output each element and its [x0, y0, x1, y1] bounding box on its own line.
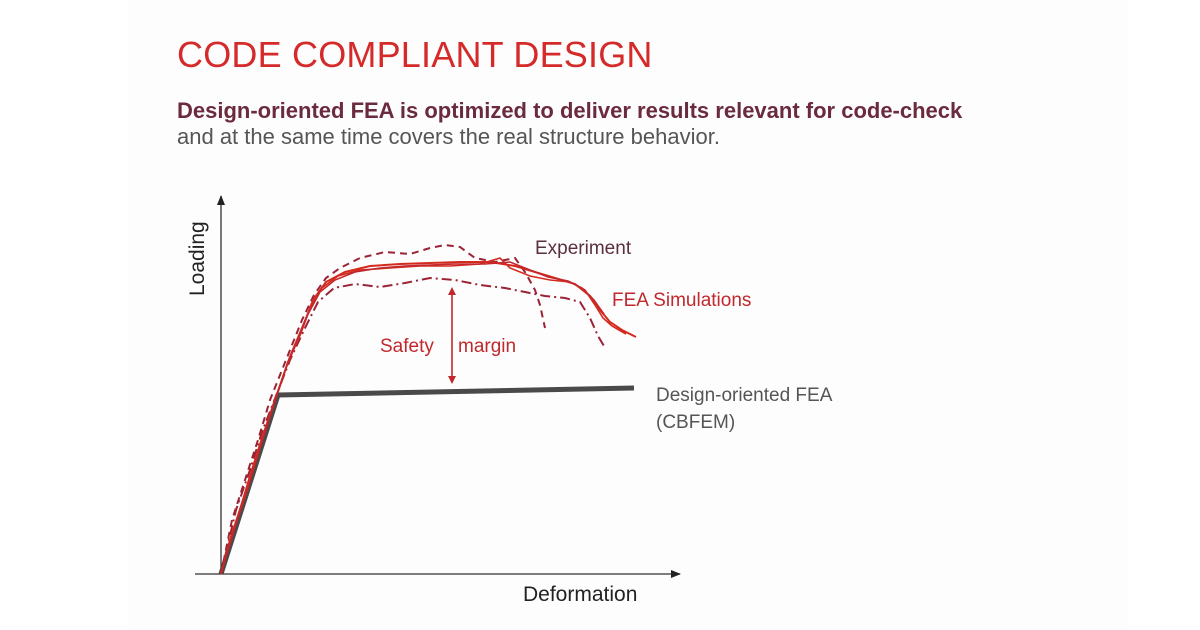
safety-label: Safety	[380, 336, 434, 357]
cbfem-curve	[218, 385, 635, 575]
subtitle-normal-line: and at the same time covers the real str…	[177, 124, 720, 149]
experiment-label: Experiment	[535, 238, 632, 259]
cbfem-label-line2: (CBFEM)	[656, 412, 735, 433]
x-axis-label: Deformation	[523, 583, 637, 606]
fea-simulation-curve-1	[220, 261, 637, 575]
fea-simulation-curve-2	[220, 257, 627, 575]
margin-label: margin	[458, 336, 516, 357]
experiment-curve-dashed	[220, 243, 546, 575]
subtitle-bold-line: Design-oriented FEA is optimized to deli…	[177, 98, 963, 123]
fea-simulations-label: FEA Simulations	[612, 290, 751, 311]
experiment-curve-dashdot	[220, 276, 605, 575]
page-title: CODE COMPLIANT DESIGN	[177, 34, 653, 75]
cbfem-label-line1: Design-oriented FEA	[656, 385, 833, 406]
y-axis-label: Loading	[186, 221, 209, 296]
subtitle: Design-oriented FEA is optimized to deli…	[177, 98, 962, 150]
fea-simulation-curve-3	[220, 261, 605, 575]
slide-background	[128, 0, 1128, 630]
